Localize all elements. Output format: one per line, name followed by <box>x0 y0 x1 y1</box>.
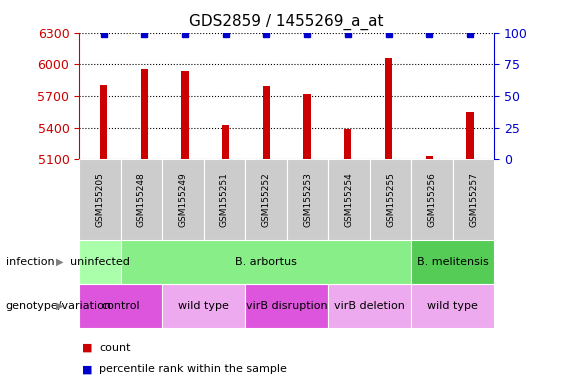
Text: GSM155205: GSM155205 <box>95 172 105 227</box>
Bar <box>121 240 411 284</box>
Bar <box>100 86 107 159</box>
Bar <box>79 284 162 328</box>
Text: B. arbortus: B. arbortus <box>235 257 297 267</box>
Bar <box>263 86 270 159</box>
Text: ▶: ▶ <box>55 301 63 311</box>
Text: virB deletion: virB deletion <box>334 301 405 311</box>
Bar <box>181 71 189 159</box>
Bar <box>453 159 494 240</box>
Text: virB disruption: virB disruption <box>246 301 328 311</box>
Bar <box>245 284 328 328</box>
Bar <box>79 159 121 240</box>
Text: ■: ■ <box>82 364 93 374</box>
Bar <box>162 159 204 240</box>
Bar <box>121 159 162 240</box>
Bar <box>162 284 245 328</box>
Text: GSM155255: GSM155255 <box>386 172 395 227</box>
Text: genotype/variation: genotype/variation <box>6 301 112 311</box>
Text: GSM155257: GSM155257 <box>469 172 478 227</box>
Bar <box>328 284 411 328</box>
Text: count: count <box>99 343 131 353</box>
Bar <box>425 156 433 159</box>
Text: GSM155254: GSM155254 <box>345 172 354 227</box>
Bar <box>344 129 351 159</box>
Bar <box>287 159 328 240</box>
Bar <box>385 58 392 159</box>
Text: GSM155256: GSM155256 <box>428 172 437 227</box>
Bar <box>222 124 229 159</box>
Text: infection: infection <box>6 257 54 267</box>
Bar <box>303 94 311 159</box>
Bar <box>370 159 411 240</box>
Text: GSM155248: GSM155248 <box>137 172 146 227</box>
Bar <box>411 240 494 284</box>
Text: GSM155251: GSM155251 <box>220 172 229 227</box>
Text: wild type: wild type <box>427 301 479 311</box>
Bar <box>245 159 287 240</box>
Text: GSM155253: GSM155253 <box>303 172 312 227</box>
Bar <box>466 112 473 159</box>
Text: GSM155249: GSM155249 <box>179 172 188 227</box>
Text: uninfected: uninfected <box>70 257 130 267</box>
Text: ▶: ▶ <box>55 257 63 267</box>
Title: GDS2859 / 1455269_a_at: GDS2859 / 1455269_a_at <box>189 14 384 30</box>
Text: percentile rank within the sample: percentile rank within the sample <box>99 364 287 374</box>
Bar <box>411 159 453 240</box>
Text: control: control <box>101 301 140 311</box>
Bar <box>411 284 494 328</box>
Text: wild type: wild type <box>178 301 229 311</box>
Bar <box>328 159 370 240</box>
Bar <box>141 68 148 159</box>
Bar <box>203 159 245 240</box>
Bar <box>79 240 121 284</box>
Text: GSM155252: GSM155252 <box>262 172 271 227</box>
Text: B. melitensis: B. melitensis <box>417 257 489 267</box>
Text: ■: ■ <box>82 343 93 353</box>
